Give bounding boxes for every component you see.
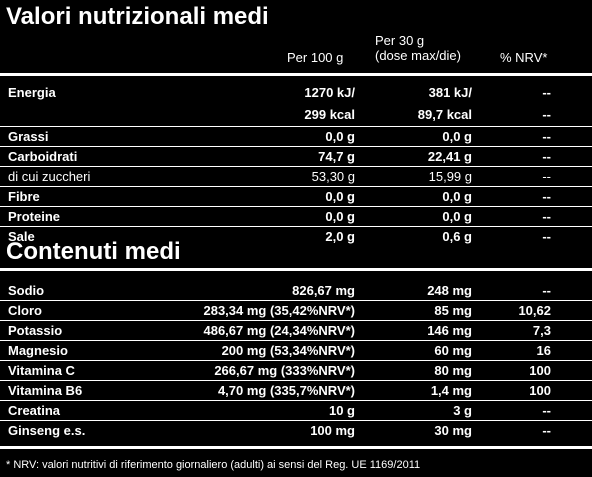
section-title: Valori nutrizionali medi [6,3,269,30]
cell: 299 kcal [304,107,355,122]
cell: 100 [529,383,551,398]
cell: 381 kJ/ [428,85,472,100]
cell: 10 g [328,403,355,418]
cell: 266,67 mg (333%NRV*) [214,363,355,378]
row-label: Energia [8,85,56,100]
cell: 85 mg [434,303,472,318]
cell: 60 mg [434,343,472,358]
cell: 30 mg [434,423,472,438]
rule [0,360,592,361]
cell: -- [542,169,551,184]
rule [0,268,592,271]
cell: -- [542,107,551,122]
cell: 1,4 mg [430,383,472,398]
footnote: * NRV: valori nutritivi di riferimento g… [6,459,421,471]
cell: 486,67 mg (24,34%NRV*) [203,323,355,338]
cell: 22,41 g [427,149,472,164]
cell: 100 mg [310,423,355,438]
cell: 0,0 g [325,189,355,204]
cell: -- [542,189,551,204]
rule [0,420,592,421]
row-label: Cloro [8,303,42,318]
cell: 10,62 [518,303,551,318]
rule [0,320,592,321]
cell: 7,3 [532,323,551,338]
rule [0,126,592,127]
row-label: Creatina [8,403,61,418]
cell: 0,0 g [442,209,472,224]
row-label: Proteine [8,209,61,224]
cell: 16 [536,343,551,358]
rule [0,186,592,187]
cell: 826,67 mg [292,283,355,298]
cell: 0,0 g [325,129,355,144]
row-label: Fibre [8,189,40,204]
row-label: Vitamina B6 [8,383,83,398]
cell: 80 mg [434,363,472,378]
cell: 100 [529,363,551,378]
cell: 283,34 mg (35,42%NRV*) [203,303,355,318]
cell: 15,99 g [428,169,472,184]
rule [0,206,592,207]
cell: -- [542,423,551,438]
cell: -- [542,149,551,164]
row-label: di cui zuccheri [8,169,91,184]
cell: 200 mg (53,34%NRV*) [221,343,355,358]
cell: 53,30 g [311,169,355,184]
rule [0,400,592,401]
cell: 4,70 mg (335,7%NRV*) [217,383,355,398]
cell: 0,0 g [442,129,472,144]
rule [0,146,592,147]
row-label: Ginseng e.s. [8,423,86,438]
row-label: Magnesio [8,343,68,358]
column-header: Per 100 g [287,50,344,65]
cell: 1270 kJ/ [304,85,355,100]
cell: 74,7 g [318,149,355,164]
column-header: (dose max/die) [375,48,461,63]
row-label: Potassio [8,323,63,338]
rule [0,166,592,167]
cell: 89,7 kcal [417,107,472,122]
cell: 2,0 g [325,229,355,244]
cell: -- [542,209,551,224]
cell: 3 g [453,403,472,418]
rule [0,226,592,227]
row-label: Vitamina C [8,363,75,378]
cell: -- [542,85,551,100]
cell: 0,0 g [325,209,355,224]
row-label: Carboidrati [8,149,78,164]
row-label: Grassi [8,129,49,144]
column-header: Per 30 g [375,33,425,48]
rule [0,73,592,76]
cell: -- [542,229,551,244]
row-label: Sodio [8,283,45,298]
rule [0,380,592,381]
rule [0,446,592,449]
row-label: Sale [8,229,35,244]
cell: 146 mg [427,323,472,338]
column-header: % NRV* [500,50,548,65]
cell: 0,6 g [442,229,472,244]
cell: -- [542,403,551,418]
rule [0,340,592,341]
cell: 248 mg [427,283,472,298]
cell: 0,0 g [442,189,472,204]
cell: -- [542,283,551,298]
cell: -- [542,129,551,144]
rule [0,300,592,301]
section-title: Contenuti medi [6,238,181,265]
